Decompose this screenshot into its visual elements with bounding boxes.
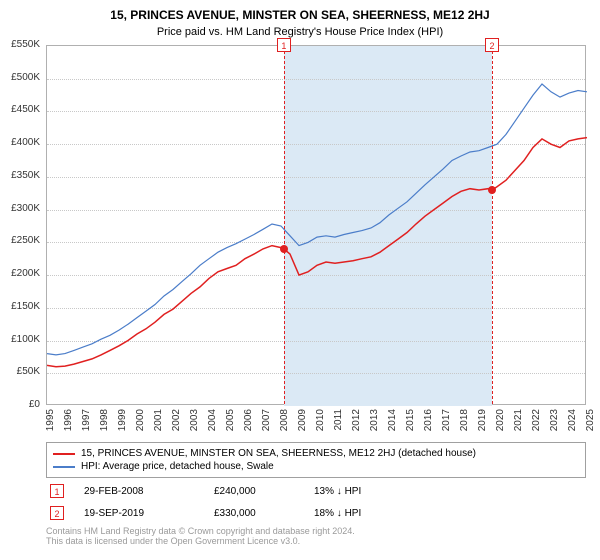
- series-hpi: [47, 84, 587, 355]
- legend: 15, PRINCES AVENUE, MINSTER ON SEA, SHEE…: [46, 442, 586, 478]
- xtick-label: 2024: [567, 409, 578, 431]
- chart-container: { "title": "15, PRINCES AVENUE, MINSTER …: [0, 0, 600, 560]
- legend-swatch: [53, 453, 75, 455]
- chart-subtitle: Price paid vs. HM Land Registry's House …: [0, 22, 600, 38]
- legend-swatch: [53, 466, 75, 468]
- ref-table-diff: 18% ↓ HPI: [314, 508, 414, 519]
- ref-table-price: £330,000: [214, 508, 294, 519]
- ytick-label: £450K: [0, 104, 40, 115]
- ytick-label: £550K: [0, 39, 40, 50]
- xtick-label: 2007: [261, 409, 272, 431]
- ytick-label: £250K: [0, 235, 40, 246]
- xtick-label: 2023: [549, 409, 560, 431]
- xtick-label: 2009: [297, 409, 308, 431]
- xtick-label: 2002: [171, 409, 182, 431]
- xtick-label: 2017: [441, 409, 452, 431]
- legend-label: HPI: Average price, detached house, Swal…: [81, 461, 274, 472]
- xtick-label: 2018: [459, 409, 470, 431]
- ref-table-diff: 13% ↓ HPI: [314, 486, 414, 497]
- footer-line-1: Contains HM Land Registry data © Crown c…: [46, 526, 586, 536]
- ytick-label: £100K: [0, 334, 40, 345]
- xtick-label: 1995: [45, 409, 56, 431]
- legend-label: 15, PRINCES AVENUE, MINSTER ON SEA, SHEE…: [81, 448, 476, 459]
- xtick-label: 2014: [387, 409, 398, 431]
- xtick-label: 2025: [585, 409, 596, 431]
- ytick-label: £500K: [0, 72, 40, 83]
- xtick-label: 2001: [153, 409, 164, 431]
- ytick-label: £400K: [0, 137, 40, 148]
- xtick-label: 2011: [333, 409, 344, 431]
- ytick-label: £150K: [0, 301, 40, 312]
- footer-line-2: This data is licensed under the Open Gov…: [46, 536, 586, 546]
- xtick-label: 2013: [369, 409, 380, 431]
- xtick-label: 2015: [405, 409, 416, 431]
- xtick-label: 2012: [351, 409, 362, 431]
- xtick-label: 2005: [225, 409, 236, 431]
- xtick-label: 2019: [477, 409, 488, 431]
- plot-outer: £0£50K£100K£150K£200K£250K£300K£350K£400…: [46, 45, 586, 405]
- xtick-label: 2000: [135, 409, 146, 431]
- xtick-label: 2008: [279, 409, 290, 431]
- ytick-label: £300K: [0, 203, 40, 214]
- ref-marker-box-2: 2: [485, 38, 499, 52]
- xtick-label: 1998: [99, 409, 110, 431]
- xtick-label: 2006: [243, 409, 254, 431]
- xtick-label: 2022: [531, 409, 542, 431]
- ref-table-row: 1 29-FEB-2008 £240,000 13% ↓ HPI: [46, 482, 586, 504]
- ref-dot-2: [488, 186, 496, 194]
- ref-table-date: 19-SEP-2019: [84, 508, 194, 519]
- ref-table-index: 2: [50, 506, 64, 520]
- ytick-label: £0: [0, 399, 40, 410]
- ref-table-date: 29-FEB-2008: [84, 486, 194, 497]
- ytick-label: £350K: [0, 170, 40, 181]
- chart-title: 15, PRINCES AVENUE, MINSTER ON SEA, SHEE…: [0, 0, 600, 22]
- legend-row: 15, PRINCES AVENUE, MINSTER ON SEA, SHEE…: [53, 447, 579, 460]
- xtick-label: 2004: [207, 409, 218, 431]
- ref-marker-box-1: 1: [277, 38, 291, 52]
- ytick-label: £200K: [0, 268, 40, 279]
- xtick-label: 2010: [315, 409, 326, 431]
- xtick-label: 1996: [63, 409, 74, 431]
- xtick-label: 2016: [423, 409, 434, 431]
- ref-dot-1: [280, 245, 288, 253]
- xtick-label: 2021: [513, 409, 524, 431]
- ref-table-index: 1: [50, 484, 64, 498]
- ref-table-row: 2 19-SEP-2019 £330,000 18% ↓ HPI: [46, 504, 586, 526]
- reference-table: 1 29-FEB-2008 £240,000 13% ↓ HPI 2 19-SEP-201…: [46, 482, 586, 526]
- xtick-label: 2020: [495, 409, 506, 431]
- series-property: [47, 138, 587, 367]
- xtick-label: 1997: [81, 409, 92, 431]
- line-series-svg: [47, 46, 587, 406]
- xtick-label: 2003: [189, 409, 200, 431]
- ref-vline-2: [492, 46, 493, 404]
- footer: Contains HM Land Registry data © Crown c…: [46, 526, 586, 546]
- ytick-label: £50K: [0, 366, 40, 377]
- legend-row: HPI: Average price, detached house, Swal…: [53, 460, 579, 473]
- plot-area: 12: [46, 45, 586, 405]
- xtick-label: 1999: [117, 409, 128, 431]
- ref-vline-1: [284, 46, 285, 404]
- ref-table-price: £240,000: [214, 486, 294, 497]
